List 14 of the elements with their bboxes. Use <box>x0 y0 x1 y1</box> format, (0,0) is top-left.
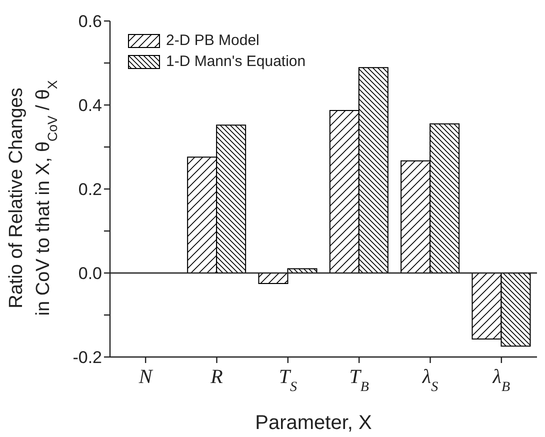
x-tick-label: λ$_{S}$ <box>421 366 438 394</box>
x-tick-label: λ$_{B}$ <box>492 366 510 394</box>
x-tick-label: T$_{S}$ <box>278 366 297 394</box>
legend-label: 2-D PB Model <box>166 32 260 49</box>
y-tick-label: 0.2 <box>78 180 102 200</box>
x-tick-label: T$_{B}$ <box>349 366 370 394</box>
x-tick-label: N <box>138 366 154 388</box>
y-tick-label: -0.2 <box>72 348 102 368</box>
x-tick-label: R <box>210 366 223 388</box>
y-tick-label: 0.6 <box>78 12 102 32</box>
y-tick-label: 0.0 <box>78 264 102 284</box>
legend-label: 1-D Mann's Equation <box>166 53 306 70</box>
x-axis-title: Parameter, X <box>255 412 372 434</box>
y-tick-label: 0.4 <box>78 96 102 116</box>
